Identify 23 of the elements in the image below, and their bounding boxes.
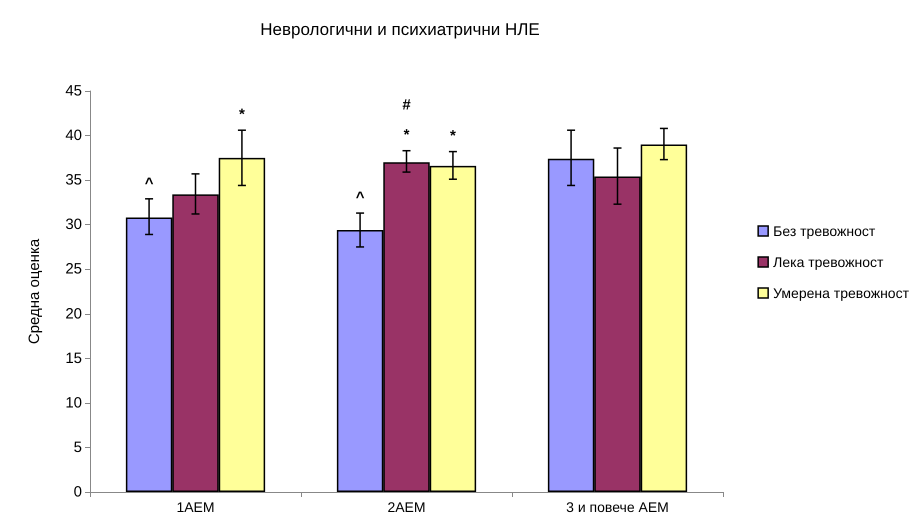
- y-tick-label: 45: [65, 82, 82, 100]
- chart-title: Неврологични и психиатрични НЛЕ: [260, 20, 540, 39]
- data-label: # *: [402, 96, 412, 144]
- y-axis-title: Средна оценка: [26, 238, 43, 344]
- data-label: ^: [144, 174, 154, 192]
- y-tick-label: 20: [65, 305, 82, 322]
- data-label: *: [450, 128, 456, 145]
- y-tick-label: 15: [65, 350, 82, 367]
- y-tick-label: 0: [74, 484, 82, 500]
- x-tick-label: 1AEM: [176, 499, 215, 515]
- data-label: ^: [356, 189, 365, 206]
- y-tick-label: 40: [65, 127, 82, 144]
- y-tick-label: 5: [74, 438, 82, 456]
- x-tick-label: 2AEM: [387, 499, 426, 515]
- y-tick-label: 30: [65, 216, 82, 234]
- y-tick-label: 35: [65, 172, 82, 189]
- legend-label: Умерена тревожност: [773, 285, 910, 301]
- legend-label: Без тревожност: [773, 223, 876, 239]
- data-label: *: [239, 106, 245, 124]
- y-tick-label: 10: [65, 394, 82, 412]
- legend-label: Лека тревожност: [773, 254, 884, 270]
- x-tick-label: 3 и повече AEM: [566, 499, 669, 515]
- y-tick-label: 25: [65, 260, 82, 278]
